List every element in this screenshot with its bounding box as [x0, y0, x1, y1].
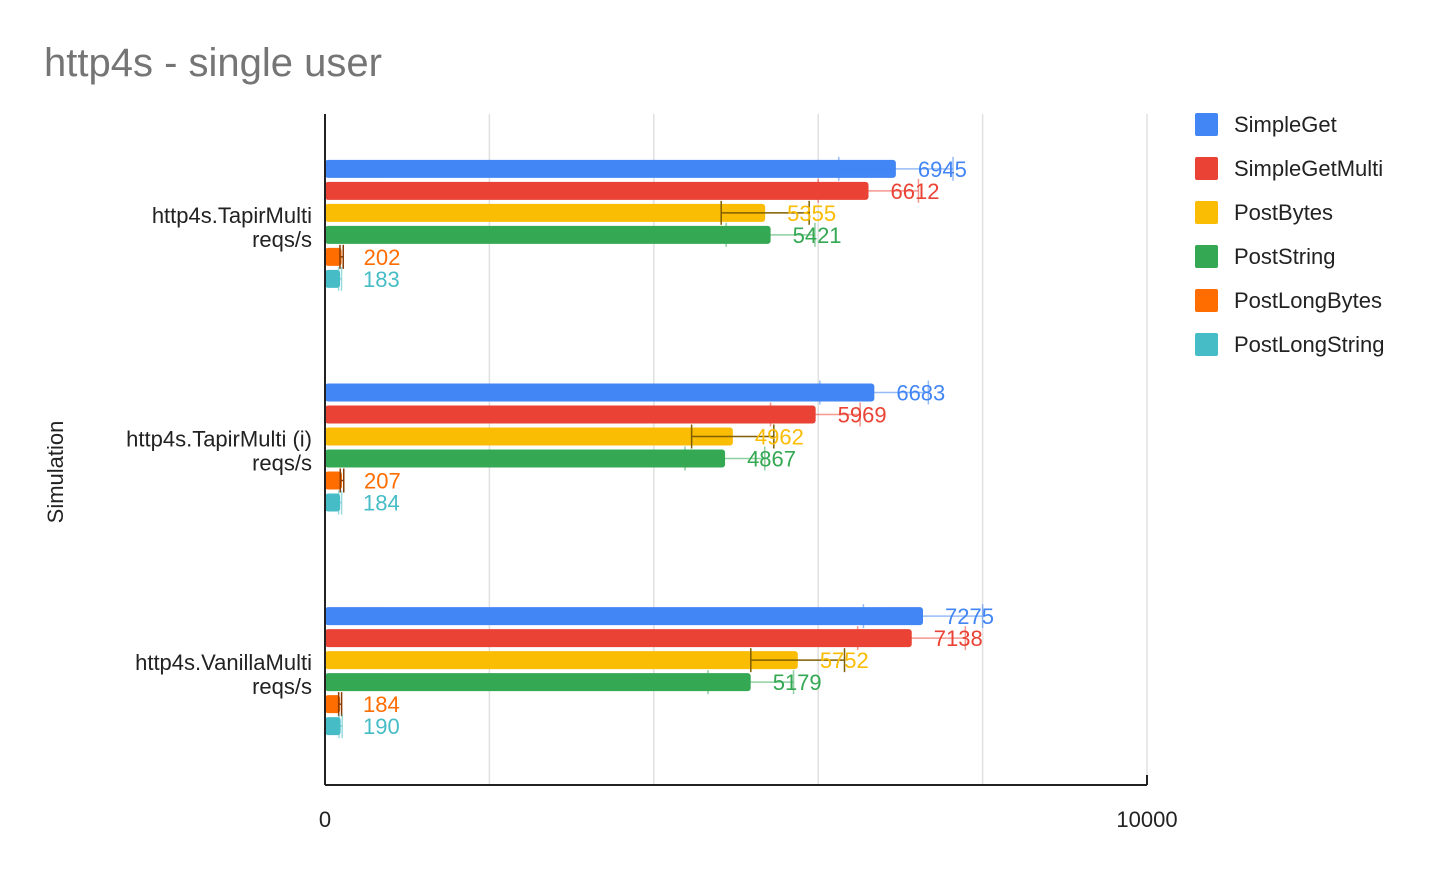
bar-PostString-2	[325, 673, 751, 692]
legend-swatch-PostLongBytes	[1195, 289, 1218, 312]
data-label-PostString-0: 5421	[793, 223, 842, 248]
bar-PostBytes-2	[325, 651, 798, 670]
data-label-PostLongBytes-1: 207	[364, 469, 401, 494]
error-bars	[337, 156, 984, 739]
legend-label-PostBytes: PostBytes	[1234, 200, 1333, 225]
data-label-PostString-1: 4867	[747, 447, 796, 472]
legend-swatch-SimpleGetMulti	[1195, 157, 1218, 180]
data-label-SimpleGet-1: 6683	[896, 381, 945, 406]
bar-PostString-0	[325, 225, 771, 244]
legend-label-PostLongBytes: PostLongBytes	[1234, 288, 1382, 313]
bar-PostLongString-2	[325, 717, 341, 736]
category-labels: http4s.TapirMulti reqs/shttp4s.TapirMulti…	[126, 203, 312, 699]
legend-swatch-PostBytes	[1195, 201, 1218, 224]
data-label-SimpleGetMulti-0: 6612	[891, 179, 940, 204]
data-label-SimpleGet-2: 7275	[945, 604, 994, 629]
data-label-SimpleGet-0: 6945	[918, 157, 967, 182]
data-label-PostLongBytes-2: 184	[363, 692, 400, 717]
data-label-PostLongString-1: 184	[363, 491, 400, 516]
bar-PostLongBytes-0	[325, 247, 342, 266]
bar-SimpleGet-1	[325, 383, 875, 402]
y-axis-title: Simulation	[43, 421, 68, 524]
data-label-PostLongString-0: 183	[363, 267, 400, 292]
legend-label-SimpleGetMulti: SimpleGetMulti	[1234, 156, 1383, 181]
chart-title: http4s - single user	[44, 41, 382, 85]
legend: SimpleGet SimpleGetMulti PostBytes PostStri…	[1195, 112, 1384, 357]
bar-SimpleGetMulti-0	[325, 181, 869, 200]
x-tick-label-1: 10000	[1116, 807, 1177, 832]
data-label-PostLongString-2: 190	[363, 714, 400, 739]
data-label-SimpleGetMulti-1: 5969	[838, 403, 887, 428]
data-label-PostBytes-2: 5752	[820, 648, 869, 673]
bar-PostLongBytes-2	[325, 695, 341, 714]
category-label-1: http4s.TapirMulti (i) reqs/s	[126, 427, 312, 476]
bar-SimpleGet-2	[325, 607, 924, 626]
legend-label-SimpleGet: SimpleGet	[1234, 112, 1337, 137]
bar-SimpleGetMulti-2	[325, 629, 912, 648]
category-label-0: http4s.TapirMulti reqs/s	[152, 203, 312, 252]
data-label-PostLongBytes-0: 202	[364, 245, 401, 270]
legend-swatch-PostString	[1195, 245, 1218, 268]
bar-PostBytes-1	[325, 427, 733, 446]
data-label-SimpleGetMulti-2: 7138	[934, 626, 983, 651]
category-label-line-0-1: reqs/s	[252, 227, 312, 252]
bar-PostLongString-0	[325, 269, 341, 288]
bar-SimpleGetMulti-1	[325, 405, 816, 424]
data-label-PostBytes-0: 5355	[787, 201, 836, 226]
category-label-line-0-0: http4s.TapirMulti	[152, 203, 312, 228]
category-label-line-2-0: http4s.VanillaMulti	[135, 650, 312, 675]
bar-PostLongBytes-1	[325, 471, 343, 490]
axes: 0 10000	[319, 114, 1178, 832]
data-label-PostBytes-1: 4962	[755, 425, 804, 450]
category-label-2: http4s.VanillaMulti reqs/s	[135, 650, 312, 699]
bar-PostLongString-1	[325, 493, 341, 512]
bar-PostBytes-0	[325, 203, 766, 222]
x-tick-label-0: 0	[319, 807, 331, 832]
bar-SimpleGet-0	[325, 159, 896, 178]
legend-swatch-PostLongString	[1195, 333, 1218, 356]
legend-label-PostString: PostString	[1234, 244, 1336, 269]
legend-label-PostLongString: PostLongString	[1234, 332, 1384, 357]
category-label-line-2-1: reqs/s	[252, 674, 312, 699]
bar-PostString-1	[325, 449, 726, 468]
data-label-PostString-2: 5179	[773, 670, 822, 695]
bars	[325, 159, 924, 736]
category-label-line-1-1: reqs/s	[252, 451, 312, 476]
category-label-line-1-0: http4s.TapirMulti (i)	[126, 427, 312, 452]
legend-swatch-SimpleGet	[1195, 113, 1218, 136]
